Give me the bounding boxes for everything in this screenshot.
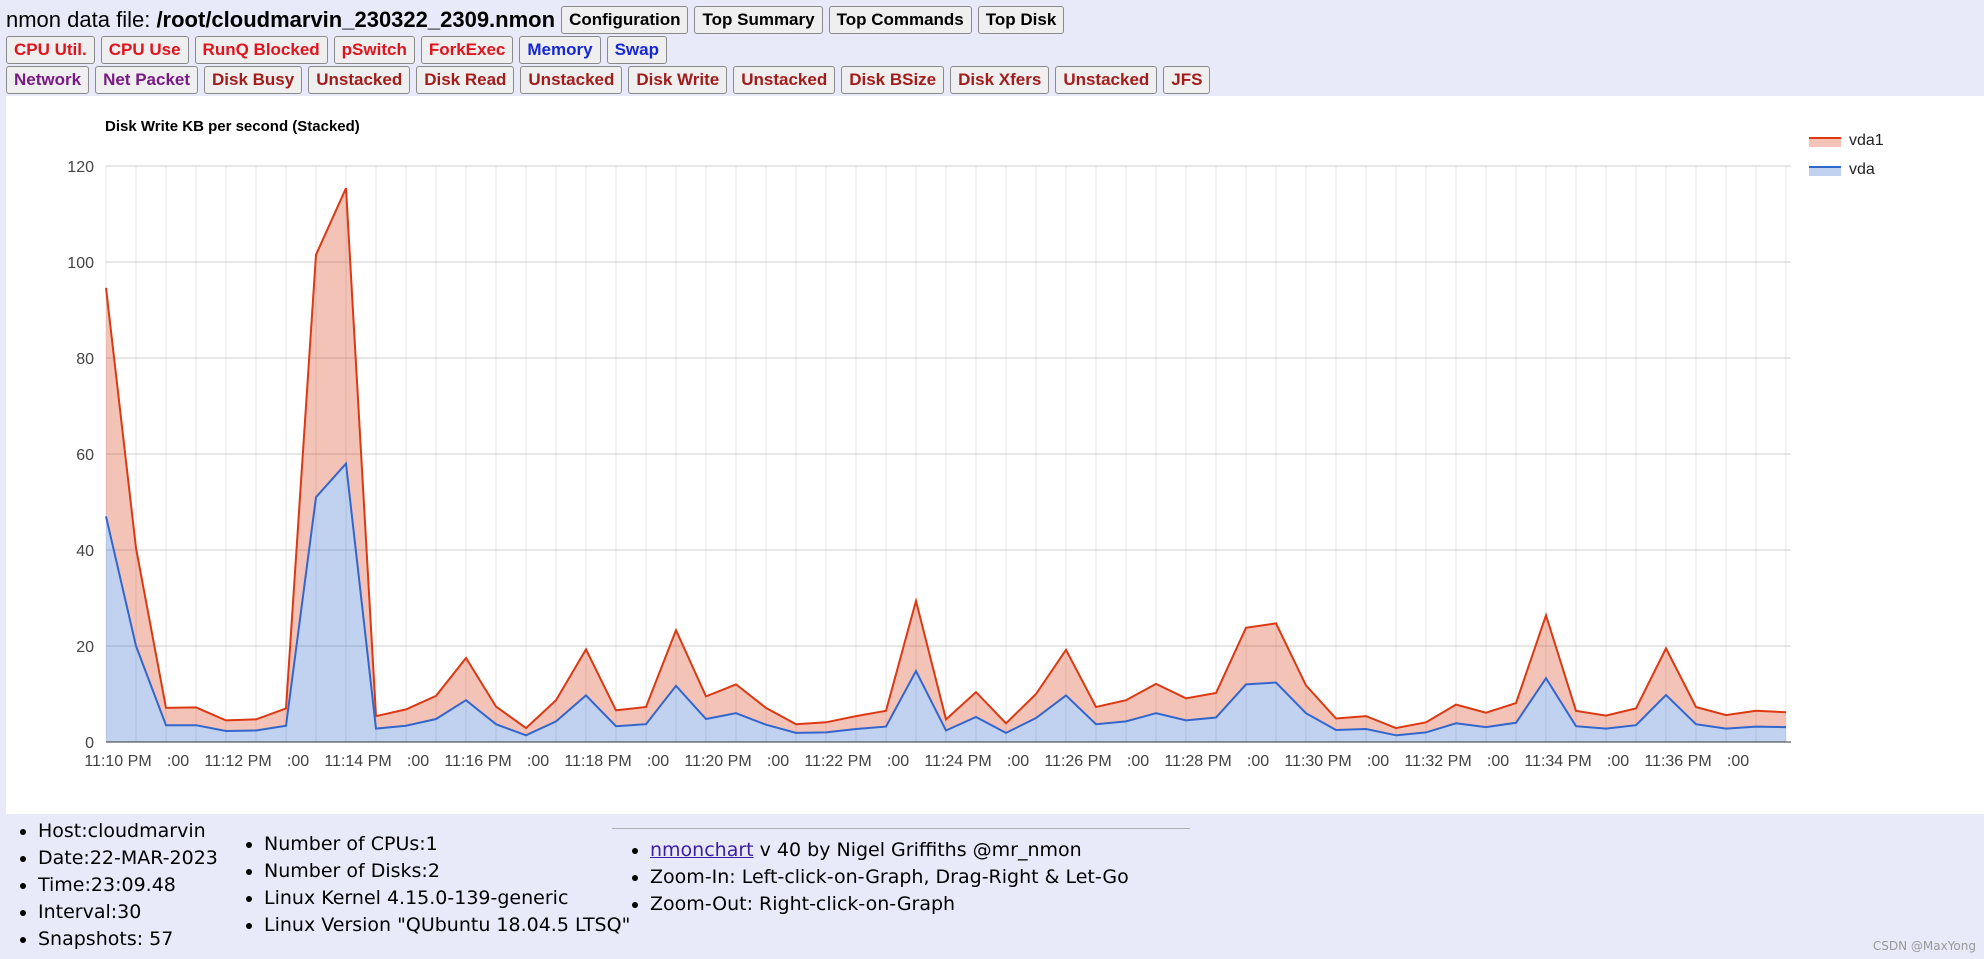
host-info-item: Host:cloudmarvin [38,818,218,845]
y-tick-label: 40 [76,543,94,560]
graph-unstacked-button[interactable]: Unstacked [1055,66,1158,94]
x-tick-label: :00 [167,753,189,770]
system-info-item: Linux Kernel 4.15.0-139-generic [264,885,630,912]
nmonchart-link[interactable]: nmonchart [650,839,754,861]
legend-swatch-vda1 [1809,138,1841,147]
graph-unstacked-button[interactable]: Unstacked [308,66,411,94]
top-summary-button[interactable]: Top Summary [694,6,823,34]
x-tick-label: 11:30 PM [1284,753,1351,770]
system-info-item: Number of Disks:2 [264,858,630,885]
app-info-list: nmonchart v 40 by Nigel Griffiths @mr_nm… [612,828,1190,918]
x-tick-label: 11:18 PM [564,753,631,770]
graph-pswitch-button[interactable]: pSwitch [333,36,415,64]
graph-jfs-button[interactable]: JFS [1163,66,1211,94]
legend-label-vda: vda [1849,161,1875,178]
x-tick-label: :00 [287,753,309,770]
y-tick-label: 0 [85,735,94,752]
graph-net-packet-button[interactable]: Net Packet [95,66,199,94]
x-tick-label: 11:26 PM [1044,753,1111,770]
legend-swatch-vda [1809,167,1841,176]
graph-disk-busy-button[interactable]: Disk Busy [204,66,303,94]
x-tick-label: :00 [1487,753,1509,770]
x-tick-label: :00 [647,753,669,770]
graph-runq-blocked-button[interactable]: RunQ Blocked [194,36,328,64]
y-tick-label: 120 [67,159,94,176]
host-info-list: Host:cloudmarvinDate:22-MAR-2023Time:23:… [0,818,218,953]
app-info-item: nmonchart v 40 by Nigel Griffiths @mr_nm… [650,837,1190,864]
y-tick-label: 80 [76,351,94,368]
file-label: nmon data file: /root/cloudmarvin_230322… [6,7,556,32]
host-info-item: Interval:30 [38,899,218,926]
graph-memory-button[interactable]: Memory [519,36,601,64]
graph-disk-read-button[interactable]: Disk Read [416,66,515,94]
x-tick-label: :00 [407,753,429,770]
system-info-item: Linux Version "QUbuntu 18.04.5 LTSQ" [264,912,630,939]
x-tick-label: :00 [1007,753,1029,770]
x-tick-label: 11:34 PM [1524,753,1591,770]
footer: Host:cloudmarvinDate:22-MAR-2023Time:23:… [0,818,1984,959]
zoom-out-hint: Zoom-Out: Right-click-on-Graph [650,891,1190,918]
zoom-in-hint: Zoom-In: Left-click-on-Graph, Drag-Right… [650,864,1190,891]
graph-forkexec-button[interactable]: ForkExec [420,36,514,64]
x-tick-label: :00 [1247,753,1269,770]
x-tick-label: 11:16 PM [444,753,511,770]
configuration-button[interactable]: Configuration [561,6,689,34]
graph-unstacked-button[interactable]: Unstacked [733,66,836,94]
x-tick-label: 11:20 PM [684,753,751,770]
host-info-item: Date:22-MAR-2023 [38,845,218,872]
graph-cpu-util-button[interactable]: CPU Util. [6,36,95,64]
graph-disk-bsize-button[interactable]: Disk BSize [841,66,945,94]
line-vda [105,461,1787,737]
cpu-memory-button-row: CPU Util. CPU Use RunQ Blocked pSwitch ForkE… [6,36,667,64]
chart-title: Disk Write KB per second (Stacked) [105,118,360,135]
x-tick-label: 11:10 PM [84,753,151,770]
chart-panel[interactable]: Disk Write KB per second (Stacked) 0 20 40 6… [6,96,1984,814]
x-tick-label: 11:22 PM [804,753,871,770]
file-name: /root/cloudmarvin_230322_2309.nmon [156,7,556,32]
system-info-item: Number of CPUs:1 [264,831,630,858]
app-info-text: v 40 by Nigel Griffiths @mr_nmon [753,839,1082,861]
line-vda1 [105,187,1787,730]
host-info-item: Snapshots: 57 [38,926,218,953]
y-tick-label: 20 [76,639,94,656]
network-disk-button-row: Network Net Packet Disk Busy Unstacked Disk … [6,66,1211,94]
host-info-item: Time:23:09.48 [38,872,218,899]
x-tick-label: 11:24 PM [924,753,991,770]
x-tick-label: :00 [887,753,909,770]
system-info-list: Number of CPUs:1Number of Disks:2Linux K… [226,831,630,939]
x-tick-label: :00 [1727,753,1749,770]
top-commands-button[interactable]: Top Commands [828,6,972,34]
x-tick-label: 11:14 PM [324,753,391,770]
disk-write-chart[interactable]: Disk Write KB per second (Stacked) 0 20 40 6… [6,96,1984,814]
x-tick-label: :00 [1367,753,1389,770]
x-tick-label: 11:32 PM [1404,753,1471,770]
legend-label-vda1: vda1 [1849,132,1884,149]
graph-cpu-use-button[interactable]: CPU Use [100,36,189,64]
graph-disk-write-button[interactable]: Disk Write [628,66,728,94]
y-tick-label: 100 [67,255,94,272]
x-tick-label: 11:28 PM [1164,753,1231,770]
x-tick-label: :00 [767,753,789,770]
x-tick-label: :00 [1127,753,1149,770]
graph-disk-xfers-button[interactable]: Disk Xfers [950,66,1050,94]
header-bar: nmon data file: /root/cloudmarvin_230322… [6,6,1065,34]
graph-unstacked-button[interactable]: Unstacked [520,66,623,94]
graph-swap-button[interactable]: Swap [606,36,667,64]
x-tick-label: 11:36 PM [1644,753,1711,770]
x-tick-label: :00 [527,753,549,770]
y-tick-label: 60 [76,447,94,464]
x-tick-label: 11:12 PM [204,753,271,770]
x-tick-label: :00 [1607,753,1629,770]
graph-network-button[interactable]: Network [6,66,90,94]
top-disk-button[interactable]: Top Disk [977,6,1065,34]
credit-watermark: CSDN @MaxYong [1872,939,1976,953]
